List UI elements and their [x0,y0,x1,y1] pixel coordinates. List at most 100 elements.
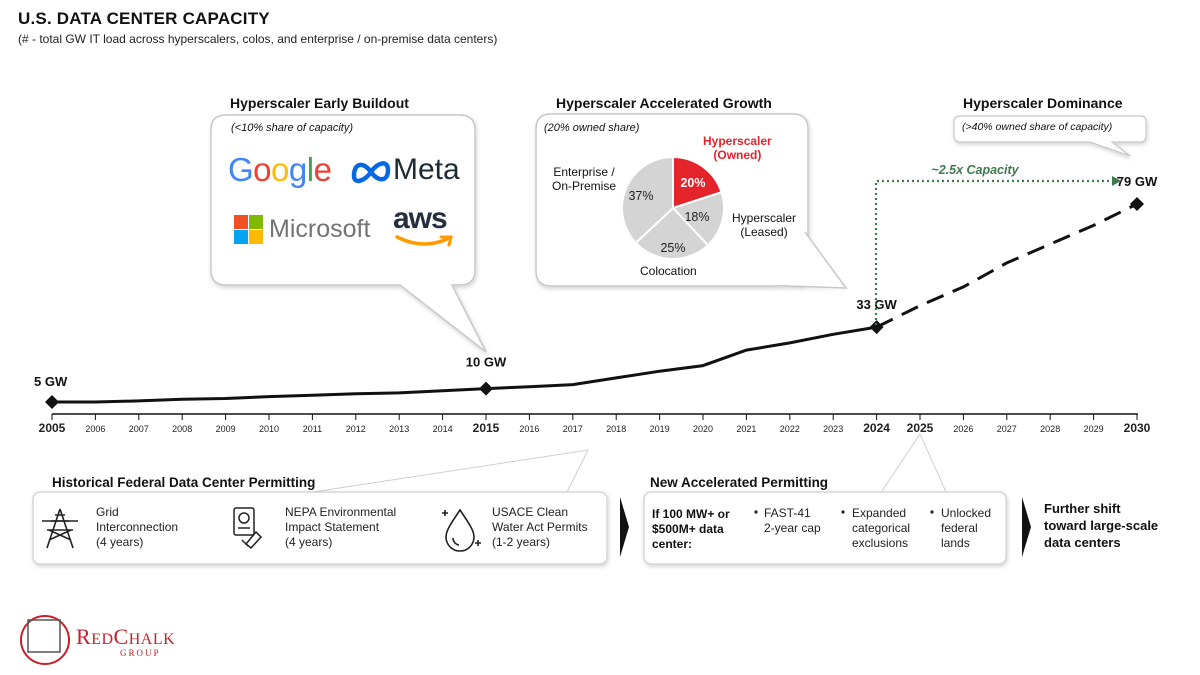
brand-letter-r: R [76,624,92,649]
new-permitting-box [643,491,1007,565]
outcome-line1: Further shift [1044,501,1121,516]
fast41-line1: FAST-41 [764,506,811,520]
x-tick-label: 2023 [823,424,843,434]
x-tick-label: 2025 [907,421,934,435]
pie-label-enterprise-line1: Enterprise / [553,165,615,179]
document-seal-icon [233,507,263,550]
x-tick-label: 2022 [780,424,800,434]
permit-usace-line2: Water Act Permits [492,520,588,534]
phase-dominance-title: Hyperscaler Dominance [963,95,1123,111]
outcome-line2: toward large-scale [1044,518,1159,533]
brand-letter-c: C [113,624,129,649]
pie-slice-label: 25% [660,241,685,255]
meta-infinity-icon [351,161,391,184]
permit-item-nepa: NEPA Environmental Impact Statement (4 y… [285,505,396,550]
microsoft-squares-icon [234,215,263,244]
x-tick-label: 2005 [39,421,66,435]
data-point-marker [1130,197,1144,211]
exclusions-line1: Expanded [852,506,907,520]
historical-permitting-box [32,491,608,565]
arrow-chevron-2 [1022,497,1031,557]
permit-grid-line3: (4 years) [96,535,144,549]
phase-dominance-note: (>40% owned share of capacity) [962,121,1113,133]
x-tick-label: 2015 [473,421,500,435]
x-tick-label: 2030 [1124,421,1151,435]
pie-label-owned-line1: Hyperscaler [703,134,772,148]
transmission-tower-icon [42,508,78,549]
page-title: U.S. DATA CENTER CAPACITY [18,9,270,28]
arrow-chevron-1 [620,497,629,557]
exclusions-line2: categorical [852,521,911,535]
brand-letters-ed: ED [91,631,114,648]
phase-early-note: (<10% share of capacity) [231,122,353,134]
phase-accelerated-note: (20% owned share) [544,122,640,134]
outcome-text: Further shift toward large-scale data ce… [1044,500,1158,551]
new-permit-bullet-lands: Unlocked federal lands [941,506,991,551]
x-tick-label: 2024 [863,421,890,435]
outcome-line3: data centers [1044,535,1121,550]
x-tick-label: 2012 [346,424,366,434]
google-logo: Google [228,151,332,188]
new-permitting-condition: If 100 MW+ or $500M+ data center: [652,507,730,552]
meta-wordmark: Meta [393,153,460,186]
permit-grid-line1: Grid [96,505,119,519]
series-line-historical [52,325,877,404]
callout-historical-pointer [299,449,589,495]
x-tick-label: 2020 [693,424,713,434]
lands-line1: Unlocked [941,506,992,520]
x-tick-label: 2021 [736,424,756,434]
permit-nepa-line3: (4 years) [285,535,333,549]
x-tick-label: 2014 [433,424,453,434]
pie-label-owned-line2: (Owned) [713,148,762,162]
permit-nepa-line1: NEPA Environmental [285,505,397,519]
bullet-dots [754,510,934,514]
pie-slice [621,155,674,245]
pie-label-colo: Colocation [640,264,697,278]
pie-slice [671,190,725,247]
permit-nepa-line2: Impact Statement [285,520,380,534]
page-subtitle: (# - total GW IT load across hyperscaler… [18,32,498,46]
exclusions-line3: exclusions [852,536,909,550]
pie-label-leased-line2: (Leased) [740,225,788,239]
new-permitting-title: New Accelerated Permitting [650,475,829,490]
data-point-marker [45,395,59,409]
x-tick-label: 2029 [1084,424,1104,434]
lands-line2: federal [941,521,978,535]
pie-label-leased: Hyperscaler (Leased) [732,211,796,239]
water-drop-icon [442,508,481,552]
new-permit-bullet-exclusions: Expanded categorical exclusions [852,506,910,551]
historical-permitting-title: Historical Federal Data Center Permittin… [52,475,316,490]
callout-early-bubble [210,114,487,353]
fast41-line2: 2-year cap [764,521,821,535]
aws-wordmark: aws [393,202,448,235]
x-tick-label: 2019 [650,424,670,434]
x-tick-label: 2010 [259,424,279,434]
brand-sub: GROUP [120,648,161,658]
pie-label-enterprise-line2: On-Premise [552,179,617,193]
condition-line1: If 100 MW+ or [652,507,730,521]
brand-letters-halk: HALK [128,631,176,648]
x-tick-label: 2006 [85,424,105,434]
data-point-label: 79 GW [1117,174,1158,189]
aws-smile-icon [395,235,453,247]
meta-logo: Meta [350,153,460,191]
permit-item-usace: USACE Clean Water Act Permits (1-2 years… [492,505,588,550]
x-tick-label: 2016 [519,424,539,434]
brand-wordmark: REDCHALK [76,624,175,650]
x-tick-label: 2027 [997,424,1017,434]
x-tick-label: 2028 [1040,424,1060,434]
data-point-marker [869,320,884,335]
series-line-projected [875,202,1138,329]
pie-label-enterprise: Enterprise / On-Premise [552,165,616,193]
condition-line3: center: [652,537,693,551]
x-tick-label: 2008 [172,424,192,434]
permit-grid-line2: Interconnection [96,520,179,534]
callout-new-pointer [879,432,948,495]
condition-line2: $500M+ data [652,522,724,536]
x-tick-label: 2013 [389,424,409,434]
microsoft-logo: Microsoft [234,215,370,250]
x-tick-label: 2007 [129,424,149,434]
pie-slice-label: 20% [680,176,705,190]
microsoft-wordmark: Microsoft [269,215,371,243]
